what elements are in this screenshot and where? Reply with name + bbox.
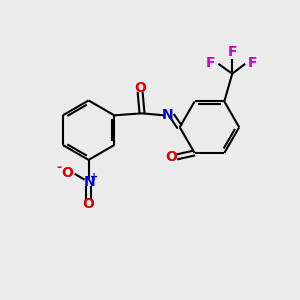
Text: +: + <box>91 172 99 182</box>
Text: O: O <box>61 166 73 180</box>
Text: -: - <box>56 161 61 174</box>
Text: F: F <box>247 56 257 70</box>
Text: O: O <box>165 150 177 164</box>
Text: N: N <box>162 108 174 122</box>
Text: O: O <box>134 81 146 94</box>
Text: F: F <box>227 45 237 59</box>
Text: F: F <box>206 56 215 70</box>
Text: O: O <box>82 196 94 211</box>
Text: N: N <box>84 175 95 189</box>
